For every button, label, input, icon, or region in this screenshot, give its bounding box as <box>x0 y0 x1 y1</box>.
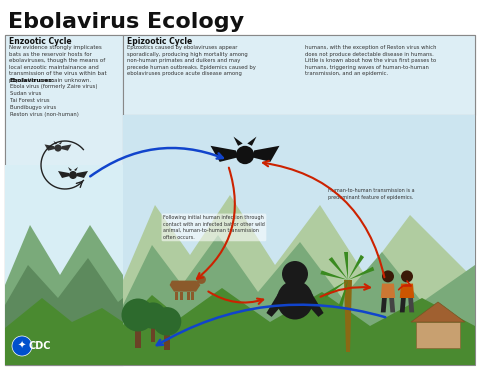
Polygon shape <box>59 141 62 144</box>
Circle shape <box>282 261 308 287</box>
FancyBboxPatch shape <box>5 165 123 365</box>
Polygon shape <box>76 171 88 178</box>
Text: Sudan virus: Sudan virus <box>10 91 41 96</box>
Polygon shape <box>344 280 352 352</box>
Text: Enzootic Cycle: Enzootic Cycle <box>9 37 72 46</box>
Bar <box>151 324 156 342</box>
Bar <box>187 292 190 300</box>
Bar <box>175 292 178 300</box>
Polygon shape <box>58 171 70 178</box>
Polygon shape <box>389 298 395 312</box>
Text: humans, with the exception of Reston virus which
does not produce detectable dis: humans, with the exception of Reston vir… <box>305 45 436 76</box>
Polygon shape <box>266 293 282 317</box>
Circle shape <box>69 171 77 179</box>
Polygon shape <box>400 298 406 312</box>
Polygon shape <box>381 283 395 298</box>
Bar <box>165 330 169 350</box>
FancyBboxPatch shape <box>5 35 123 365</box>
Polygon shape <box>252 146 279 162</box>
Polygon shape <box>123 195 475 365</box>
Polygon shape <box>123 235 475 365</box>
Polygon shape <box>320 270 348 280</box>
Text: ✦: ✦ <box>18 341 26 351</box>
Polygon shape <box>53 141 57 144</box>
Polygon shape <box>123 288 475 365</box>
Polygon shape <box>308 293 324 317</box>
Bar <box>191 292 194 300</box>
Circle shape <box>382 270 394 282</box>
Polygon shape <box>5 225 123 365</box>
Text: Epizootics caused by ebolaviruses appear
sporadically, producing high mortality : Epizootics caused by ebolaviruses appear… <box>127 45 256 76</box>
Circle shape <box>197 275 206 284</box>
Bar <box>135 326 141 348</box>
Text: Tai Forest virus: Tai Forest virus <box>10 98 49 103</box>
FancyBboxPatch shape <box>5 35 475 365</box>
Polygon shape <box>169 280 201 292</box>
Polygon shape <box>381 298 387 312</box>
Text: Bundibugyo virus: Bundibugyo virus <box>10 105 56 110</box>
Polygon shape <box>196 280 203 284</box>
Text: CDC: CDC <box>29 341 51 351</box>
Polygon shape <box>247 137 256 146</box>
Polygon shape <box>400 283 414 298</box>
Polygon shape <box>68 167 72 171</box>
Text: Epizootic Cycle: Epizootic Cycle <box>127 37 192 46</box>
FancyBboxPatch shape <box>5 337 475 365</box>
FancyBboxPatch shape <box>5 349 475 365</box>
Polygon shape <box>329 257 348 280</box>
FancyBboxPatch shape <box>123 115 475 365</box>
Text: Reston virus (non-human): Reston virus (non-human) <box>10 112 79 117</box>
Polygon shape <box>5 258 123 365</box>
Text: Ebola virus (formerly Zaire virus): Ebola virus (formerly Zaire virus) <box>10 84 97 89</box>
FancyBboxPatch shape <box>8 330 58 362</box>
Circle shape <box>401 270 413 282</box>
Polygon shape <box>45 144 55 151</box>
Text: Ebolaviruses:: Ebolaviruses: <box>9 78 54 83</box>
Polygon shape <box>74 167 78 171</box>
Text: Following initial human infection through
contact with an infected bat or other : Following initial human infection throug… <box>163 215 265 240</box>
Circle shape <box>54 144 61 152</box>
Text: Human-to-human transmission is a
predominant feature of epidemics.: Human-to-human transmission is a predomi… <box>328 188 415 199</box>
Circle shape <box>153 307 181 336</box>
Polygon shape <box>338 280 348 308</box>
Polygon shape <box>348 255 364 280</box>
Text: New evidence strongly implicates
bats as the reservoir hosts for
ebolaviruses, t: New evidence strongly implicates bats as… <box>9 45 107 83</box>
Polygon shape <box>60 144 72 151</box>
Ellipse shape <box>277 280 313 320</box>
Polygon shape <box>324 280 348 297</box>
Polygon shape <box>211 146 238 162</box>
Polygon shape <box>411 302 465 322</box>
Polygon shape <box>233 137 243 146</box>
Text: Ebolavirus Ecology: Ebolavirus Ecology <box>8 12 244 32</box>
Polygon shape <box>408 298 414 312</box>
Bar <box>180 292 183 300</box>
Polygon shape <box>5 298 123 365</box>
Circle shape <box>140 302 166 329</box>
Polygon shape <box>344 252 348 280</box>
Polygon shape <box>348 267 374 280</box>
Polygon shape <box>416 322 460 348</box>
Circle shape <box>12 336 32 356</box>
Circle shape <box>121 299 155 332</box>
Circle shape <box>236 146 254 164</box>
FancyBboxPatch shape <box>123 35 475 115</box>
